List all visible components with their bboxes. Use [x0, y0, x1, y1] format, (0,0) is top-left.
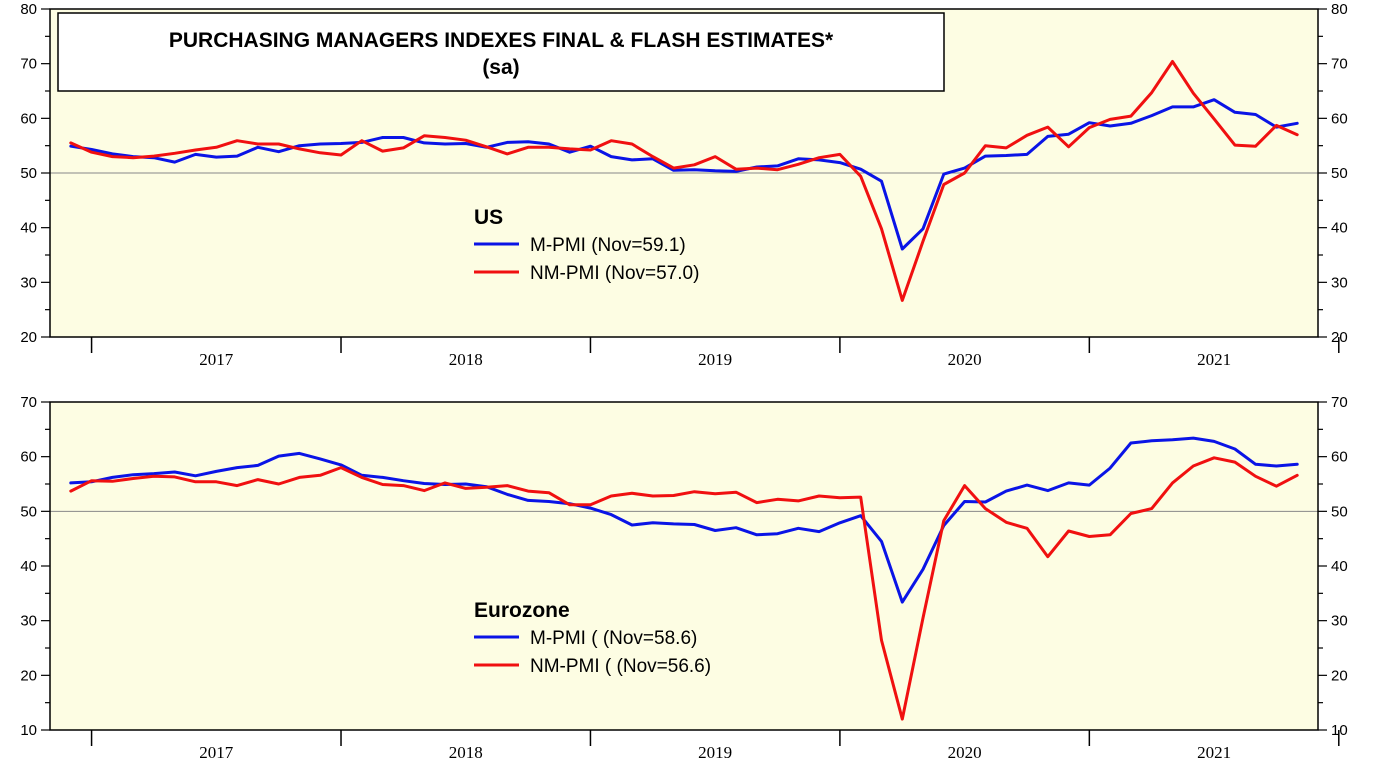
eurozone-x-tick-label: 2017: [199, 743, 234, 762]
us-y-tick-label-left: 30: [20, 274, 37, 291]
us-m-pmi-line: [69, 98, 1299, 251]
chart-subtitle: (sa): [482, 56, 519, 79]
us-x-tick-label: 2020: [948, 350, 982, 369]
us-y-tick-label-left: 40: [20, 220, 37, 237]
eurozone-y-tick-label-right: 70: [1331, 394, 1348, 411]
eurozone-x-tick-label: 2019: [698, 743, 732, 762]
eurozone-y-tick-label-right: 50: [1331, 503, 1348, 520]
us-y-tick-label-right: 70: [1331, 56, 1348, 73]
eurozone-y-tick-label-left: 30: [20, 613, 37, 630]
eurozone-y-tick-label-right: 20: [1331, 667, 1348, 684]
eurozone-y-tick-label-right: 60: [1331, 449, 1348, 466]
us-nm-pmi-line: [69, 60, 1299, 302]
us-legend-title: US: [474, 206, 503, 229]
chart-title: PURCHASING MANAGERS INDEXES FINAL & FLAS…: [169, 29, 834, 52]
eurozone-y-tick-label-left: 50: [20, 503, 37, 520]
us-y-tick-label-left: 80: [20, 1, 37, 18]
us-y-tick-label-left: 60: [20, 110, 37, 127]
us-nm-pmi-legend-label: NM-PMI (Nov=57.0): [530, 263, 699, 284]
eurozone-y-tick-label-left: 20: [20, 667, 37, 684]
us-y-tick-label-right: 30: [1331, 274, 1348, 291]
us-y-tick-label-right: 50: [1331, 165, 1348, 182]
eurozone-nm-pmi-line: [69, 456, 1299, 721]
eurozone-y-tick-label-right: 30: [1331, 613, 1348, 630]
eurozone-nm-pmi-legend-label: NM-PMI ( (Nov=56.6): [530, 656, 711, 677]
eurozone-y-tick-label-left: 40: [20, 558, 37, 575]
eurozone-m-pmi-line: [69, 436, 1299, 604]
us-x-tick-label: 2019: [698, 350, 732, 369]
us-m-pmi-legend-label: M-PMI (Nov=59.1): [530, 235, 686, 256]
eurozone-panel: 1010202030304040505060607070201720182019…: [20, 394, 1347, 762]
eurozone-x-tick-label: 2020: [948, 743, 982, 762]
eurozone-y-tick-label-right: 40: [1331, 558, 1348, 575]
us-x-tick-label: 2021: [1197, 350, 1231, 369]
eurozone-y-tick-label-left: 70: [20, 394, 37, 411]
us-x-tick-label: 2018: [449, 350, 483, 369]
us-x-tick-label: 2017: [199, 350, 234, 369]
eurozone-y-tick-label-left: 10: [20, 722, 37, 739]
eurozone-x-tick-label: 2021: [1197, 743, 1231, 762]
title-frame: [57, 12, 945, 92]
chart-title-box: PURCHASING MANAGERS INDEXES FINAL & FLAS…: [57, 12, 945, 92]
eurozone-x-tick-label: 2018: [449, 743, 483, 762]
eurozone-plot-area: [50, 402, 1318, 730]
us-y-tick-label-right: 80: [1331, 1, 1348, 18]
eurozone-legend-title: Eurozone: [474, 599, 570, 622]
us-y-tick-label-left: 50: [20, 165, 37, 182]
us-y-tick-label-right: 60: [1331, 110, 1348, 127]
eurozone-y-tick-label-left: 60: [20, 449, 37, 466]
us-y-tick-label-left: 20: [20, 329, 37, 346]
eurozone-m-pmi-legend-label: M-PMI ( (Nov=58.6): [530, 628, 697, 649]
us-y-tick-label-right: 40: [1331, 220, 1348, 237]
us-y-tick-label-left: 70: [20, 56, 37, 73]
